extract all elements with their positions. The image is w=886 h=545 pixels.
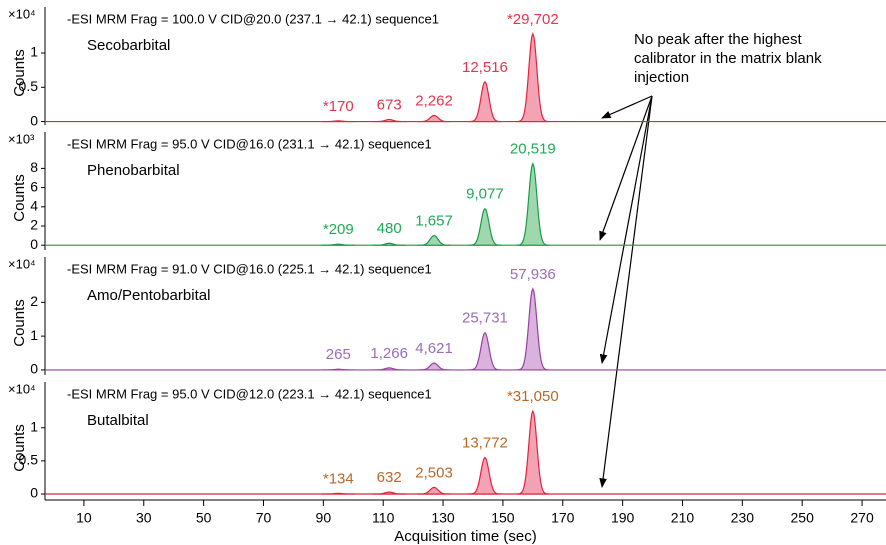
y-tick-label: 4 <box>30 198 38 214</box>
y-tick-label: 8 <box>30 159 38 175</box>
peak-label: 25,731 <box>462 310 508 327</box>
panel-title: -ESI MRM Frag = 95.0 V CID@16.0 (231.1 →… <box>67 136 432 151</box>
y-tick-label: 6 <box>30 178 38 194</box>
x-tick-label: 270 <box>850 510 874 526</box>
peak-label: 265 <box>326 346 351 363</box>
peak <box>516 287 550 371</box>
peak <box>468 456 502 495</box>
peak-label: 2,503 <box>415 464 453 481</box>
arrows <box>599 95 653 488</box>
x-tick-label: 70 <box>256 510 272 526</box>
x-tick-label: 170 <box>551 510 575 526</box>
peak <box>417 234 451 246</box>
x-tick-label: 230 <box>731 510 755 526</box>
peak-label: 9,077 <box>466 186 504 203</box>
x-tick-label: 250 <box>791 510 815 526</box>
peak <box>468 207 502 246</box>
peak <box>373 118 406 123</box>
peak-label: 1,657 <box>415 213 453 230</box>
y-axis-label: Counts <box>11 49 28 97</box>
x-tick-label: 150 <box>491 510 515 526</box>
arrow <box>599 95 653 364</box>
peak <box>468 331 502 371</box>
peak-label: *134 <box>323 470 354 487</box>
peak <box>372 491 406 495</box>
peak-label: 57,936 <box>510 266 556 283</box>
panel-title: -ESI MRM Frag = 91.0 V CID@16.0 (225.1 →… <box>67 261 432 276</box>
peak <box>417 114 451 123</box>
x-tick-label: 50 <box>196 510 212 526</box>
peak <box>321 368 355 371</box>
panel-title: -ESI MRM Frag = 95.0 V CID@12.0 (223.1 →… <box>67 386 432 401</box>
peak <box>516 409 550 495</box>
y-tick-label: 2 <box>30 293 38 309</box>
compound-name: Butalbital <box>87 412 149 429</box>
peak-label: 4,621 <box>415 340 453 357</box>
peak <box>372 367 406 371</box>
y-tick-label: 0.5 <box>19 78 39 94</box>
peak <box>468 80 502 123</box>
peak-label: *29,702 <box>507 11 559 28</box>
y-tick-label: 0 <box>30 236 38 252</box>
x-tick-label: 10 <box>76 510 92 526</box>
x-tick-label: 190 <box>611 510 635 526</box>
compound-name: Phenobarbital <box>87 162 180 179</box>
peak-label: *170 <box>323 98 354 115</box>
arrow <box>599 95 653 241</box>
compound-name: Secobarbital <box>87 37 170 54</box>
peak <box>322 492 355 495</box>
y-tick-label: 1 <box>30 327 38 343</box>
peak <box>322 243 355 246</box>
peak <box>516 161 550 246</box>
peak <box>417 362 451 371</box>
arrow <box>601 95 653 119</box>
panel-title: -ESI MRM Frag = 100.0 V CID@20.0 (237.1 … <box>67 11 439 26</box>
y-tick-label: 0.5 <box>19 452 39 468</box>
x-tick-label: 130 <box>431 510 455 526</box>
peak-label: 2,262 <box>415 92 453 109</box>
x-tick-label: 210 <box>671 510 695 526</box>
y-axis-label: Counts <box>11 424 28 472</box>
peak-label: 673 <box>377 96 402 113</box>
y-tick-label: 0 <box>30 361 38 377</box>
peak-label: *31,050 <box>507 388 559 405</box>
peak-label: 12,516 <box>462 59 508 76</box>
peak-label: 20,519 <box>510 141 556 158</box>
peak <box>372 242 406 246</box>
peak-label: *209 <box>323 221 354 238</box>
arrow <box>599 95 653 488</box>
x-tick-label: 30 <box>136 510 152 526</box>
peak-label: 632 <box>377 469 402 486</box>
y-scale: ×10⁴ <box>8 256 36 271</box>
y-tick-label: 1 <box>30 44 38 60</box>
y-scale: ×10⁴ <box>8 6 36 21</box>
peak-label: 1,266 <box>370 345 408 362</box>
peak <box>516 32 550 123</box>
y-scale: ×10³ <box>8 131 35 146</box>
peak-label: 13,772 <box>462 435 508 452</box>
x-tick-label: 110 <box>372 510 395 526</box>
peak <box>417 486 451 495</box>
y-axis-label: Counts <box>11 174 28 222</box>
y-axis-label: Counts <box>11 299 28 347</box>
y-tick-label: 0 <box>30 112 38 128</box>
annotation: No peak after the highest calibrator in … <box>634 31 822 86</box>
peak <box>322 120 355 123</box>
y-tick-label: 0 <box>30 485 38 501</box>
x-axis-label: Acquisition time (sec) <box>394 528 537 545</box>
x-tick-label: 90 <box>316 510 332 526</box>
y-scale: ×10⁴ <box>8 381 36 396</box>
compound-name: Amo/Pentobarbital <box>87 287 210 304</box>
y-tick-label: 1 <box>30 418 38 434</box>
y-tick-label: 2 <box>30 217 38 233</box>
peak-label: 480 <box>377 220 402 237</box>
